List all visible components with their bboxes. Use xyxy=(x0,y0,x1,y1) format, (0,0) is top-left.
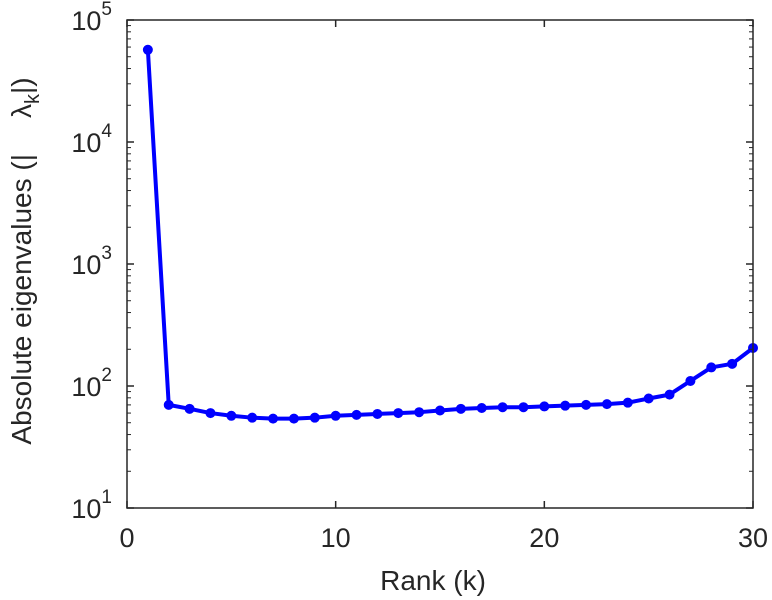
data-point xyxy=(518,402,529,413)
x-tick-label: 10 xyxy=(321,523,351,553)
data-point xyxy=(706,362,717,373)
y-tick-label: 102 xyxy=(71,365,112,402)
data-point xyxy=(435,405,445,416)
y-tick-label: 103 xyxy=(71,243,112,280)
y-axis-label-subscript: k xyxy=(22,93,44,104)
data-point xyxy=(601,399,612,410)
data-point xyxy=(393,408,404,419)
x-tick-label: 30 xyxy=(738,523,768,553)
y-tick-label: 101 xyxy=(71,487,112,524)
data-point xyxy=(184,403,195,414)
plot-area xyxy=(142,44,758,424)
tick-labels: 0 10 20 30 101 102 103 104 105 xyxy=(71,0,768,553)
data-point xyxy=(539,401,550,412)
axis-labels: Rank (k) Absolute eigenvalues (| λk|) xyxy=(6,77,486,596)
data-point xyxy=(226,410,237,421)
data-point xyxy=(372,408,383,419)
data-point xyxy=(268,413,279,424)
data-point xyxy=(560,400,571,411)
data-point xyxy=(205,408,216,419)
data-point xyxy=(727,358,738,369)
y-tick-label: 105 xyxy=(71,0,112,36)
axes xyxy=(126,19,754,509)
data-point xyxy=(643,393,654,404)
data-point xyxy=(581,399,592,410)
data-point xyxy=(351,409,362,420)
data-point xyxy=(622,397,633,408)
data-point xyxy=(142,44,153,55)
data-point xyxy=(476,403,487,414)
y-tick-label: 104 xyxy=(71,121,112,158)
x-axis-label: Rank (k) xyxy=(380,565,486,596)
data-point xyxy=(330,410,341,421)
y-axis-label-symbol: λ xyxy=(6,104,37,118)
data-point xyxy=(414,407,425,418)
data-point xyxy=(309,412,320,423)
data-point xyxy=(664,389,675,400)
y-axis-label-prefix: Absolute eigenvalues (| xyxy=(6,154,37,445)
data-point xyxy=(455,403,466,414)
x-tick-label: 20 xyxy=(529,523,559,553)
data-point xyxy=(163,399,174,410)
axes-box xyxy=(126,19,754,509)
data-point xyxy=(497,402,508,413)
data-point xyxy=(685,375,696,386)
y-axis-label: Absolute eigenvalues (| λk|) xyxy=(6,77,44,444)
data-point xyxy=(247,412,258,423)
x-tick-label: 0 xyxy=(119,523,134,553)
data-point xyxy=(288,413,299,424)
y-axis-label-suffix: |) xyxy=(6,77,37,94)
series-line xyxy=(145,47,755,421)
